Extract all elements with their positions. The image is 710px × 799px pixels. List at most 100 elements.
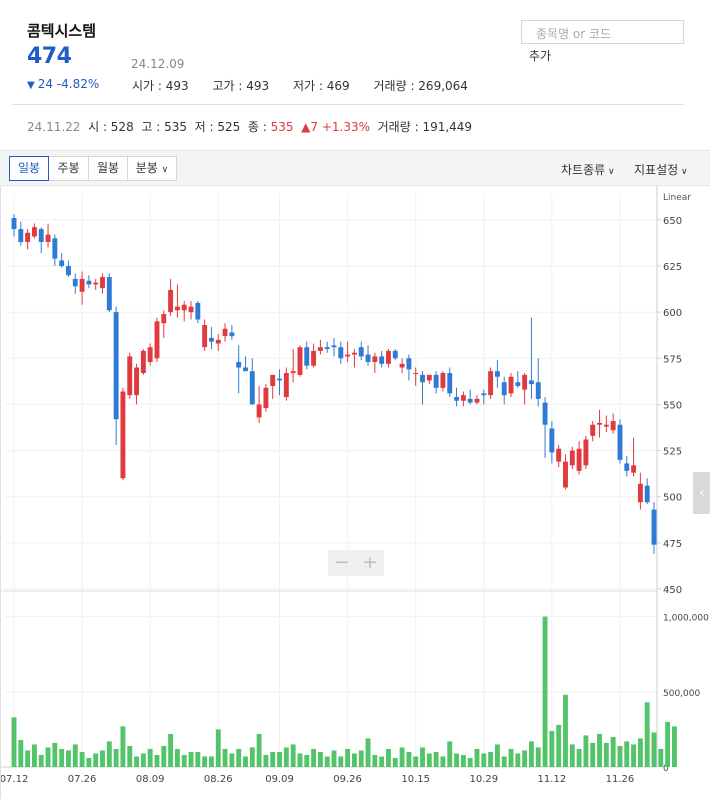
volume-bar <box>365 738 371 767</box>
zoom-control: − + <box>328 550 384 576</box>
x-tick-label: 08.26 <box>204 774 233 785</box>
volume-bar <box>413 756 419 767</box>
chevron-down-icon: ∨ <box>605 167 615 177</box>
volume-bar <box>45 747 51 767</box>
prev-change: ▲7 +1.33% <box>301 120 370 134</box>
y-tick-label: 575 <box>663 354 682 365</box>
candle-body <box>460 395 466 401</box>
stat-low: 저가 : 469 <box>293 79 350 93</box>
candle-body <box>392 350 398 359</box>
zoom-in-button[interactable]: + <box>362 552 378 573</box>
candle-body <box>277 378 282 381</box>
tab-weekly[interactable]: 주봉 <box>48 156 89 181</box>
volume-bar <box>243 756 248 767</box>
side-panel-toggle[interactable]: ‹ <box>693 472 710 514</box>
volume-bar <box>569 744 575 767</box>
candle-body <box>528 380 534 385</box>
volume-bar <box>311 748 317 767</box>
volume-bar <box>127 745 133 767</box>
candle-body <box>420 374 425 383</box>
candle-body <box>440 373 446 388</box>
volume-bar <box>624 741 630 767</box>
candle-body <box>215 339 221 344</box>
divider <box>12 104 684 105</box>
candle-body <box>610 421 616 431</box>
volume-bar <box>420 747 425 767</box>
candle-body <box>433 374 439 388</box>
add-button[interactable]: 추가 <box>529 49 552 63</box>
y-tick-label: 475 <box>663 539 682 550</box>
tab-minute[interactable]: 분봉 ∨ <box>127 156 177 181</box>
chart-type-dropdown[interactable]: 차트종류 ∨ <box>561 163 615 177</box>
volume-bar <box>617 745 623 767</box>
candle-body <box>79 278 85 292</box>
volume-bar <box>79 751 85 767</box>
volume-bar <box>113 748 119 767</box>
volume-bar <box>134 756 140 767</box>
stock-search-input[interactable]: 종목명 or 코드 <box>521 20 684 44</box>
volume-bar <box>52 742 58 767</box>
volume-bar <box>522 750 528 767</box>
candle-body <box>556 448 562 462</box>
candle-body <box>338 347 344 359</box>
candle-body <box>590 424 596 436</box>
y-tick-label: 550 <box>663 400 682 411</box>
volume-bar <box>297 753 303 767</box>
volume-bar <box>324 756 330 767</box>
x-tick-label: 09.26 <box>333 774 362 785</box>
volume-bar <box>440 756 446 767</box>
volume-bar <box>658 748 664 767</box>
candle-body <box>181 304 187 311</box>
x-tick-label: 09.09 <box>265 774 294 785</box>
tab-daily[interactable]: 일봉 <box>9 156 49 181</box>
volume-bar <box>379 756 385 767</box>
x-tick-label: 08.09 <box>136 774 165 785</box>
volume-bar <box>263 754 269 767</box>
volume-bar <box>331 750 337 767</box>
tab-monthly[interactable]: 월봉 <box>88 156 128 181</box>
candle-body <box>59 260 65 266</box>
candle-body <box>542 402 548 425</box>
candle-body <box>72 278 78 287</box>
volume-bar <box>549 730 555 767</box>
candle-body <box>549 428 555 453</box>
volume-bar <box>454 753 460 767</box>
candle-body <box>386 350 391 364</box>
volume-bar <box>345 748 351 767</box>
y-tick-label: 500 <box>663 493 682 504</box>
candle-body <box>11 217 17 230</box>
candle-body <box>324 347 330 350</box>
candlestick-chart[interactable]: Linear 650 625 600 575 550 525 500 475 450 1,000,0… <box>1 186 710 799</box>
candle-body <box>174 306 180 311</box>
volume-bar <box>637 738 643 767</box>
price-date: 24.12.09 <box>131 57 185 71</box>
x-tick-label: 10.29 <box>469 774 498 785</box>
indicator-settings-dropdown[interactable]: 지표설정 ∨ <box>634 163 688 177</box>
candle-body <box>501 382 507 396</box>
x-tick-label: 11.12 <box>538 774 567 785</box>
chart-area[interactable]: Linear 650 625 600 575 550 525 500 475 450 1,000,0… <box>0 186 710 799</box>
candle-body <box>569 450 575 466</box>
candle-body <box>317 347 323 351</box>
candle-body <box>515 382 521 386</box>
candle-body <box>161 313 167 324</box>
volume-bar <box>351 753 357 767</box>
price-change: ▼ 24 -4.82% <box>27 77 99 91</box>
candle-body <box>617 424 623 460</box>
volume-bar <box>597 733 602 767</box>
candle-body <box>38 229 44 242</box>
previous-day-row: 24.11.22 시 : 528 고 : 535 저 : 525 종 : 535… <box>27 120 473 134</box>
volume-bar <box>392 757 398 767</box>
volume-bar <box>631 744 637 767</box>
candle-body <box>100 277 105 289</box>
volume-bar <box>181 754 187 767</box>
candle-body <box>31 227 37 237</box>
scale-label: Linear <box>663 193 691 203</box>
daily-stats: 시가 : 493 고가 : 493 저가 : 469 거래량 : 269,064 <box>132 77 488 94</box>
volume-bar <box>508 748 514 767</box>
zoom-out-button[interactable]: − <box>334 552 350 573</box>
stat-open: 시가 : 493 <box>132 79 189 93</box>
volume-bar <box>290 744 296 767</box>
candle-body <box>358 347 364 357</box>
candle-body <box>256 404 262 418</box>
